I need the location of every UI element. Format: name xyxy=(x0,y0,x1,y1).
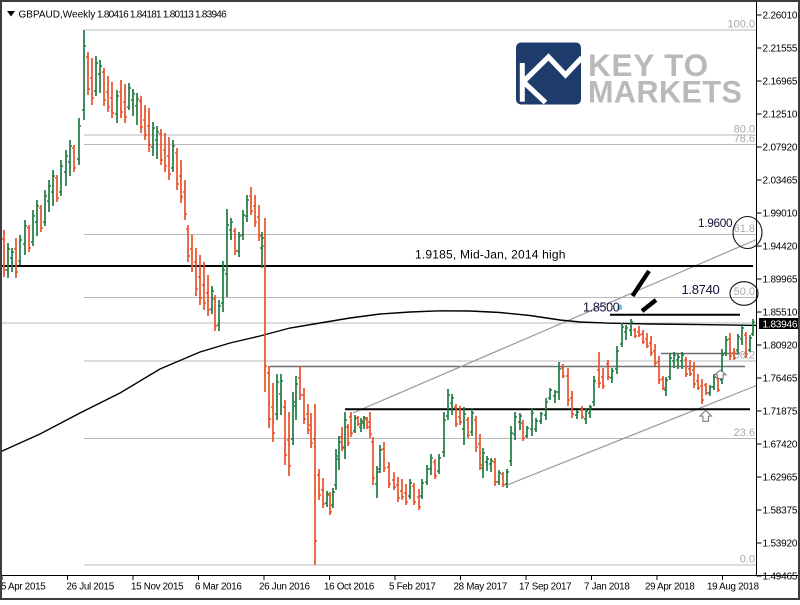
svg-text:15 Nov 2015: 15 Nov 2015 xyxy=(131,582,184,593)
svg-text:6 Mar 2016: 6 Mar 2016 xyxy=(195,582,242,593)
svg-text:1.8740: 1.8740 xyxy=(682,282,720,297)
svg-text:26 Jul 2015: 26 Jul 2015 xyxy=(67,582,115,593)
svg-text:61.8: 61.8 xyxy=(734,223,755,235)
svg-text:1.9185, Mid-Jan, 2014 high: 1.9185, Mid-Jan, 2014 high xyxy=(415,248,566,262)
svg-text:1.89965: 1.89965 xyxy=(763,275,798,286)
svg-text:1.83946: 1.83946 xyxy=(763,319,798,330)
svg-text:1.53920: 1.53920 xyxy=(763,539,798,550)
svg-text:KEY TO: KEY TO xyxy=(588,47,709,83)
svg-text:50.0: 50.0 xyxy=(734,286,755,298)
svg-text:16 Oct 2016: 16 Oct 2016 xyxy=(324,582,375,593)
svg-text:5 Apr 2015: 5 Apr 2015 xyxy=(1,582,46,593)
svg-text:1.99010: 1.99010 xyxy=(763,209,798,220)
svg-text:100.0: 100.0 xyxy=(727,19,755,31)
svg-text:1.94420: 1.94420 xyxy=(763,242,798,253)
svg-text:38.2: 38.2 xyxy=(734,350,755,362)
svg-text:23.6: 23.6 xyxy=(734,427,755,439)
svg-text:1.80920: 1.80920 xyxy=(763,341,798,352)
svg-text:78.6: 78.6 xyxy=(734,133,755,145)
svg-text:1.71875: 1.71875 xyxy=(763,407,798,418)
svg-text:7 Jan 2018: 7 Jan 2018 xyxy=(584,582,630,593)
svg-text:MARKETS: MARKETS xyxy=(588,74,742,110)
svg-text:1.9600: 1.9600 xyxy=(698,216,733,230)
svg-text:1.58375: 1.58375 xyxy=(763,506,798,517)
svg-text:1.62965: 1.62965 xyxy=(763,473,798,484)
svg-text:1.76465: 1.76465 xyxy=(763,374,798,385)
svg-text:26 Jun 2016: 26 Jun 2016 xyxy=(259,582,310,593)
svg-text:19 Aug 2018: 19 Aug 2018 xyxy=(707,582,760,593)
svg-text:1.67420: 1.67420 xyxy=(763,440,798,451)
svg-text:29 Apr 2018: 29 Apr 2018 xyxy=(645,582,695,593)
svg-text:1.80416 1.84181 1.80113 1.8394: 1.80416 1.84181 1.80113 1.83946 xyxy=(97,10,227,21)
svg-text:GBPAUD,Weekly: GBPAUD,Weekly xyxy=(19,10,96,21)
svg-text:28 May 2017: 28 May 2017 xyxy=(454,582,507,593)
svg-text:17 Sep 2017: 17 Sep 2017 xyxy=(519,582,571,593)
svg-text:2.16965: 2.16965 xyxy=(763,77,798,88)
svg-text:1.49465: 1.49465 xyxy=(763,572,798,583)
svg-text:2.21555: 2.21555 xyxy=(763,44,798,55)
svg-text:2.03465: 2.03465 xyxy=(763,176,798,187)
svg-text:0.0: 0.0 xyxy=(740,554,755,566)
svg-text:5 Feb 2017: 5 Feb 2017 xyxy=(389,582,436,593)
svg-text:2.07920: 2.07920 xyxy=(763,143,798,154)
svg-text:2.12510: 2.12510 xyxy=(763,110,798,121)
svg-text:1.85510: 1.85510 xyxy=(763,308,798,319)
svg-text:2.26010: 2.26010 xyxy=(763,11,798,22)
svg-text:80.0: 80.0 xyxy=(734,124,755,136)
svg-text:1.8500: 1.8500 xyxy=(583,301,620,315)
